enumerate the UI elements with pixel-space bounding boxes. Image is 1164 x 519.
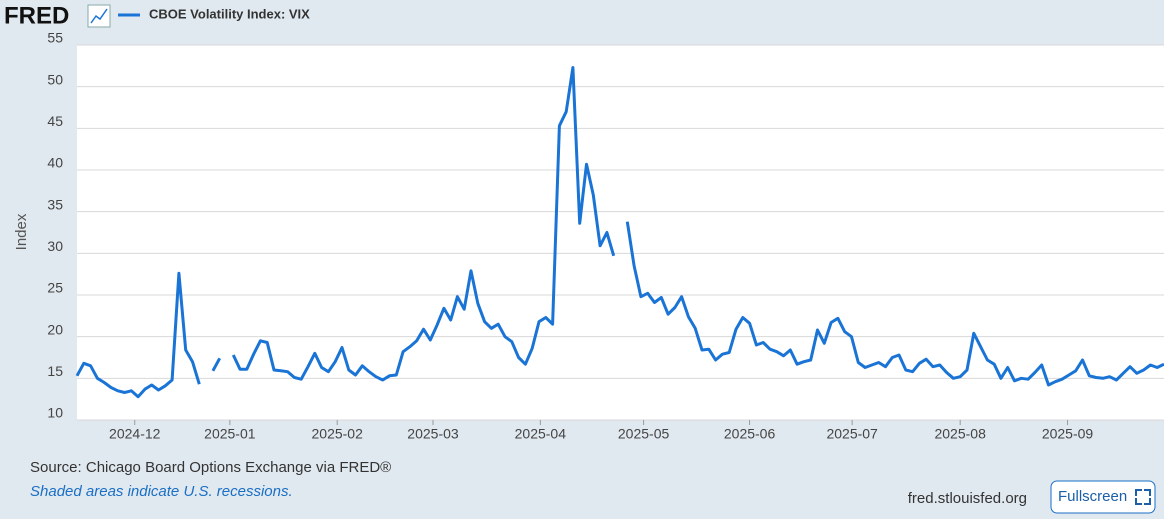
x-tick-label: 2025-01	[204, 426, 256, 442]
note: Shaded areas indicate U.S. recessions.	[30, 483, 293, 500]
series-line	[75, 66, 1164, 399]
x-tick-label: 2025-03	[407, 426, 459, 442]
url: fred.stlouisfed.org	[908, 490, 1027, 507]
y-tick-label: 55	[47, 30, 63, 46]
x-tick-label: 2024-12	[109, 426, 161, 442]
y-tick-label: 40	[47, 155, 63, 171]
y-tick-label: 20	[47, 321, 63, 337]
y-tick-label: 10	[47, 405, 63, 421]
x-tick-label: 2025-08	[934, 426, 986, 442]
source: Source: Chicago Board Options Exchange v…	[30, 459, 391, 476]
y-tick-label: 45	[47, 113, 63, 129]
y-tick-label: 25	[47, 280, 63, 296]
y-axis-label: Index	[13, 213, 30, 250]
plot-area	[77, 45, 1164, 420]
x-tick-label: 2025-04	[515, 426, 567, 442]
x-tick-label: 2025-06	[724, 426, 776, 442]
y-tick-label: 30	[47, 238, 63, 254]
legend-label: CBOE Volatility Index: VIX	[149, 6, 310, 21]
fullscreen-button[interactable]: Fullscreen	[1050, 480, 1156, 514]
x-tick-label: 2025-09	[1042, 426, 1094, 442]
x-tick-label: 2025-07	[826, 426, 878, 442]
x-tick-label: 2025-05	[618, 426, 670, 442]
y-tick-label: 35	[47, 196, 63, 212]
x-tick-label: 2025-02	[312, 426, 364, 442]
y-tick-label: 15	[47, 363, 63, 379]
logo: FRED	[4, 2, 69, 29]
fullscreen-label[interactable]: Fullscreen	[1058, 488, 1127, 505]
y-tick-label: 50	[47, 71, 63, 87]
logo-icon	[87, 4, 111, 28]
